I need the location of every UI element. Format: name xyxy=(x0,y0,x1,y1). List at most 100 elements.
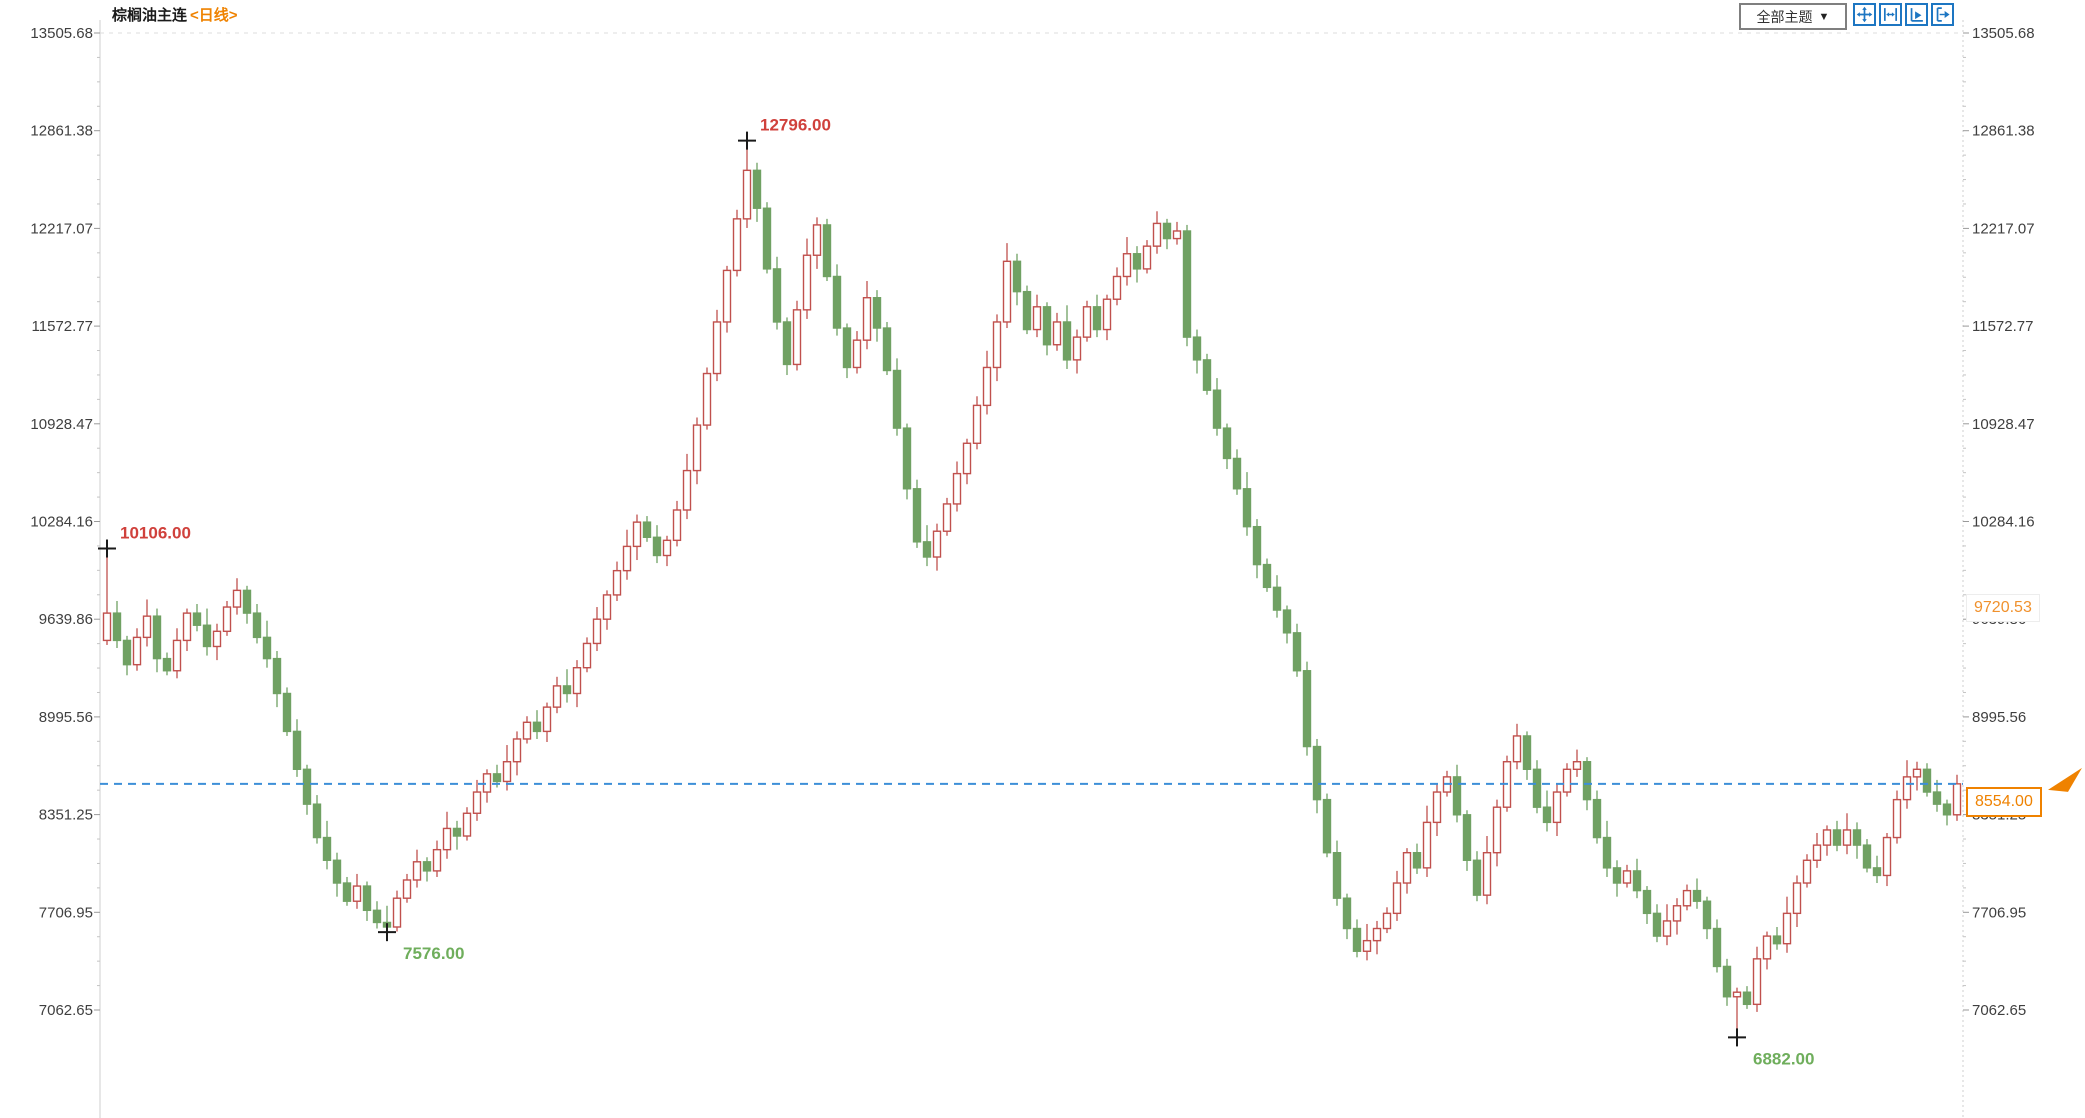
axis-tick-label: 13505.68 xyxy=(1972,25,2035,42)
candle-body xyxy=(1042,306,1052,346)
candle-body xyxy=(172,639,182,672)
candle-body xyxy=(1022,290,1032,331)
candle-body xyxy=(1902,776,1912,801)
candle-body xyxy=(192,612,202,626)
pan-icon[interactable] xyxy=(1853,3,1876,26)
axis-tick-label: 10928.47 xyxy=(30,416,93,433)
axis-tick-label: 7062.65 xyxy=(1972,1002,2026,1019)
candle-body xyxy=(1322,798,1332,854)
candle-body xyxy=(1762,935,1772,960)
candle-body xyxy=(1832,829,1842,846)
candle-body xyxy=(752,169,762,209)
candle-body xyxy=(1362,939,1372,952)
candle-body xyxy=(1472,859,1482,896)
candle-body xyxy=(502,761,512,783)
candle-body xyxy=(1552,791,1562,824)
fit-x-axis-icon[interactable] xyxy=(1905,3,1928,26)
candle-body xyxy=(862,297,872,341)
candle-body xyxy=(362,885,372,912)
candle-body xyxy=(1272,586,1282,611)
candle-body xyxy=(442,827,452,851)
candle-body xyxy=(1012,260,1022,293)
candle-body xyxy=(682,469,692,511)
chart-title: 棕榈油主连 <日线> xyxy=(112,4,238,25)
candle-body xyxy=(332,859,342,884)
candle-body xyxy=(822,224,832,278)
current-price-label: 8554.00 xyxy=(1966,786,2042,817)
candle-body xyxy=(1432,791,1442,824)
axis-tick-label: 7706.95 xyxy=(39,904,93,921)
candle-body xyxy=(1672,905,1682,922)
candle-body xyxy=(1052,321,1062,346)
candle-body xyxy=(1212,389,1222,429)
scroll-right-icon[interactable] xyxy=(1931,3,1954,26)
candle-body xyxy=(292,730,302,770)
candle-body xyxy=(1142,245,1152,270)
candle-body xyxy=(1162,222,1172,240)
candle-body xyxy=(1112,275,1122,300)
candle-body xyxy=(592,618,602,645)
candle-body xyxy=(1342,897,1352,930)
axis-tick-label: 8351.25 xyxy=(39,807,93,824)
candle-body xyxy=(342,882,352,902)
candle-body xyxy=(1682,889,1692,907)
candle-body xyxy=(1692,889,1702,902)
candle-body xyxy=(1792,882,1802,915)
candle-body xyxy=(142,615,152,639)
candle-body xyxy=(1382,912,1392,930)
candle-body xyxy=(222,606,232,633)
chart-toolbar xyxy=(1853,3,1954,26)
candle-body xyxy=(1282,609,1292,634)
candle-body xyxy=(1802,859,1812,884)
candle-body xyxy=(1822,829,1832,846)
candle-body xyxy=(1612,867,1622,884)
candle-body xyxy=(1222,427,1232,460)
candle-body xyxy=(972,404,982,444)
candle-body xyxy=(652,536,662,557)
candle-body xyxy=(1532,768,1542,808)
candle-body xyxy=(1712,927,1722,968)
axis-tick-label: 13505.68 xyxy=(30,25,93,42)
candle-body xyxy=(492,773,502,783)
instrument-name: 棕榈油主连 xyxy=(112,7,188,24)
candle-body xyxy=(802,254,812,311)
candle-body xyxy=(992,321,1002,369)
candle-body xyxy=(962,442,972,475)
candle-body xyxy=(1772,935,1782,945)
candle-body xyxy=(1292,632,1302,672)
candle-body xyxy=(182,612,192,642)
candle-body xyxy=(1862,844,1872,869)
candle-body xyxy=(1312,745,1322,801)
candle-body xyxy=(1492,806,1502,854)
candle-body xyxy=(952,472,962,505)
candle-body xyxy=(1262,563,1272,589)
candle-body xyxy=(1642,889,1652,915)
candle-body xyxy=(532,721,542,733)
candle-body xyxy=(632,521,642,548)
candle-body xyxy=(792,309,802,366)
candle-body xyxy=(1652,912,1662,937)
candle-body xyxy=(1152,222,1162,247)
candle-body xyxy=(572,667,582,695)
axis-tick-label: 10284.16 xyxy=(1972,514,2035,531)
candle-body xyxy=(942,503,952,532)
candle-body xyxy=(1602,836,1612,869)
candle-body xyxy=(1912,768,1922,778)
theme-dropdown[interactable]: 全部主题 ▼ xyxy=(1739,3,1847,30)
price-annotation: 6882.00 xyxy=(1753,1049,1814,1068)
candle-body xyxy=(1562,768,1572,793)
candle-body xyxy=(1932,791,1942,805)
candle-body xyxy=(1182,230,1192,338)
fit-y-axis-icon[interactable] xyxy=(1879,3,1902,26)
candle-body xyxy=(1082,306,1092,338)
candle-body xyxy=(1032,306,1042,331)
candle-body xyxy=(1122,253,1132,278)
candle-body xyxy=(252,612,262,639)
candle-body xyxy=(1542,806,1552,824)
candle-body xyxy=(1852,829,1862,846)
candle-body xyxy=(262,636,272,660)
candle-body xyxy=(762,207,772,270)
candle-body xyxy=(432,848,442,872)
